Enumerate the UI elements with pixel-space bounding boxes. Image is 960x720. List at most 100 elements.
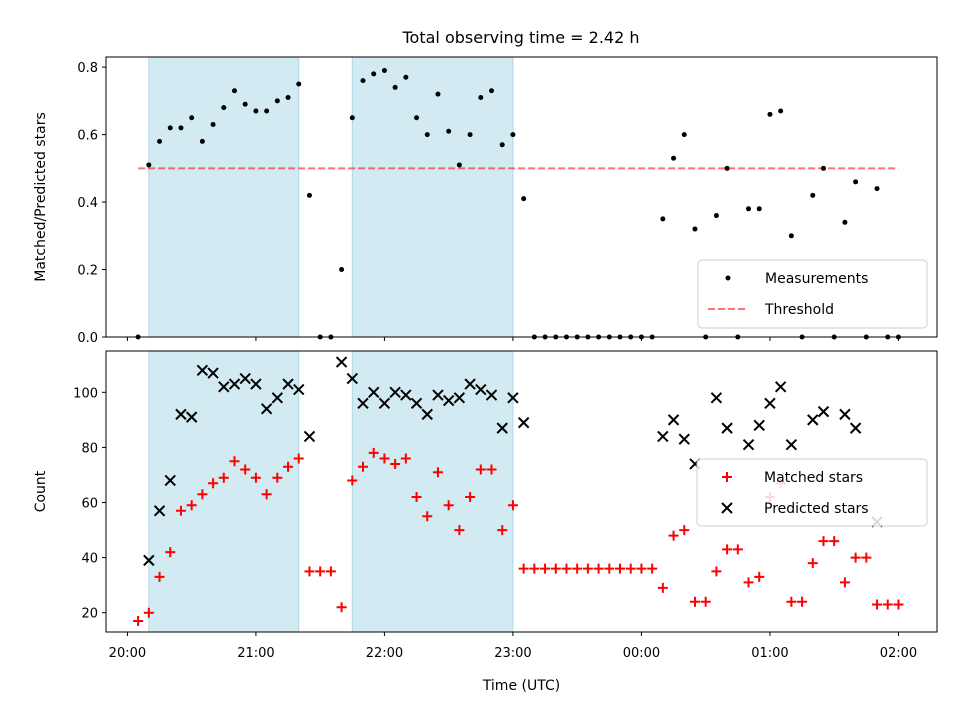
matched-star-point bbox=[218, 472, 229, 483]
matched-star-point bbox=[604, 563, 615, 574]
measurement-point bbox=[681, 132, 687, 138]
predicted-star-point bbox=[378, 397, 391, 410]
predicted-star-point bbox=[410, 397, 423, 410]
y-tick-label: 0.6 bbox=[77, 129, 98, 144]
predicted-star-point bbox=[517, 416, 530, 429]
measurement-point bbox=[842, 219, 848, 225]
matched-star-point bbox=[722, 544, 733, 555]
predicted-star-point bbox=[710, 392, 723, 404]
predicted-star-point bbox=[218, 381, 230, 393]
predicted-star-point bbox=[228, 378, 241, 390]
predicted-star-point bbox=[785, 438, 798, 451]
bottom-panel: 20 40 60 80 100 20:00 21:00 22:00 23:00 00:00 01:0… bbox=[33, 350, 938, 694]
predicted-star-point bbox=[753, 419, 765, 432]
predicted-star-point bbox=[807, 414, 819, 426]
matched-star-point bbox=[358, 461, 369, 472]
measurement-point bbox=[746, 206, 752, 212]
x-tick-label: 23:00 bbox=[494, 646, 531, 661]
matched-star-point bbox=[711, 566, 722, 577]
measurement-point bbox=[306, 192, 312, 198]
matched-star-point bbox=[732, 544, 743, 555]
y-tick-label: 60 bbox=[81, 497, 98, 512]
predicted-star-point bbox=[507, 392, 519, 404]
matched-star-point bbox=[186, 500, 197, 511]
matched-star-point bbox=[400, 453, 411, 464]
measurement-point bbox=[296, 81, 302, 87]
legend-box bbox=[696, 458, 928, 527]
x-axis-label: Time (UTC) bbox=[482, 678, 560, 694]
measurement-point bbox=[285, 94, 291, 100]
predicted-star-point bbox=[839, 408, 851, 421]
predicted-star-point bbox=[453, 392, 466, 404]
predicted-star-point bbox=[849, 422, 862, 434]
legend-label: Matched stars bbox=[764, 470, 863, 486]
measurement-point bbox=[788, 233, 794, 239]
matched-star-point bbox=[368, 447, 379, 458]
matched-star-point bbox=[818, 536, 829, 547]
predicted-star-point bbox=[667, 414, 680, 426]
measurement-point bbox=[692, 226, 698, 232]
predicted-star-point bbox=[357, 397, 369, 410]
measurement-point bbox=[478, 94, 484, 100]
measurement-point bbox=[264, 108, 270, 114]
y-tick-label: 80 bbox=[81, 441, 98, 456]
measurement-point bbox=[360, 78, 366, 84]
y-tick-label: 100 bbox=[73, 386, 98, 401]
matched-star-point bbox=[347, 475, 358, 486]
predicted-star-point bbox=[389, 386, 401, 399]
y-tick-label: 0.4 bbox=[77, 196, 98, 211]
predicted-star-point bbox=[368, 386, 380, 399]
matched-star-point bbox=[679, 525, 690, 536]
matched-star-point bbox=[250, 472, 261, 483]
observing-interval-1 bbox=[148, 56, 300, 338]
measurement-point bbox=[756, 206, 762, 212]
predicted-star-point bbox=[475, 383, 487, 396]
predicted-star-point bbox=[764, 397, 776, 410]
matched-star-point bbox=[422, 511, 433, 522]
matched-star-point bbox=[786, 596, 797, 607]
predicted-star-point bbox=[143, 554, 155, 567]
matched-star-point bbox=[465, 492, 476, 503]
observing-interval-2 bbox=[351, 56, 514, 338]
matched-star-point bbox=[700, 596, 711, 607]
measurement-point bbox=[467, 132, 473, 138]
measurement-point bbox=[253, 108, 259, 114]
measurement-point bbox=[167, 125, 173, 131]
predicted-star-point bbox=[303, 430, 316, 443]
observing-interval-2 bbox=[351, 350, 514, 633]
measurement-point bbox=[713, 213, 719, 219]
y-tick-label: 0.2 bbox=[77, 264, 98, 279]
matched-star-point bbox=[540, 563, 551, 574]
matched-star-point bbox=[657, 582, 668, 593]
matched-star-point bbox=[872, 599, 883, 610]
matched-star-point bbox=[850, 552, 861, 563]
legend-label: Threshold bbox=[764, 302, 834, 318]
matched-star-point bbox=[829, 536, 840, 547]
measurement-point bbox=[853, 179, 859, 185]
x-tick-label: 20:00 bbox=[109, 646, 146, 661]
matched-star-point bbox=[529, 563, 540, 574]
measurement-point bbox=[446, 128, 452, 134]
predicted-star-point bbox=[282, 378, 294, 390]
predicted-star-point bbox=[432, 389, 444, 401]
matched-star-point bbox=[861, 552, 872, 563]
matched-star-point bbox=[390, 458, 401, 469]
series-predicted-stars bbox=[143, 356, 883, 567]
matched-star-point bbox=[561, 563, 572, 574]
measurement-point bbox=[424, 132, 430, 138]
top-panel: 0.0 0.2 0.4 0.6 0.8 Matched/Predicted stars Me… bbox=[33, 56, 938, 346]
matched-star-point bbox=[315, 566, 326, 577]
matched-star-point bbox=[689, 596, 700, 607]
legend: Measurements Threshold bbox=[697, 259, 928, 329]
predicted-star-point bbox=[239, 372, 251, 385]
measurement-point bbox=[371, 71, 377, 77]
series-measurements bbox=[135, 67, 901, 340]
legend-matched-marker bbox=[722, 472, 732, 482]
measurement-point bbox=[767, 111, 773, 117]
predicted-star-point bbox=[346, 372, 359, 385]
matched-star-point bbox=[261, 489, 272, 500]
predicted-star-point bbox=[400, 389, 412, 401]
measurement-point bbox=[820, 165, 826, 171]
matched-star-point bbox=[743, 577, 754, 588]
